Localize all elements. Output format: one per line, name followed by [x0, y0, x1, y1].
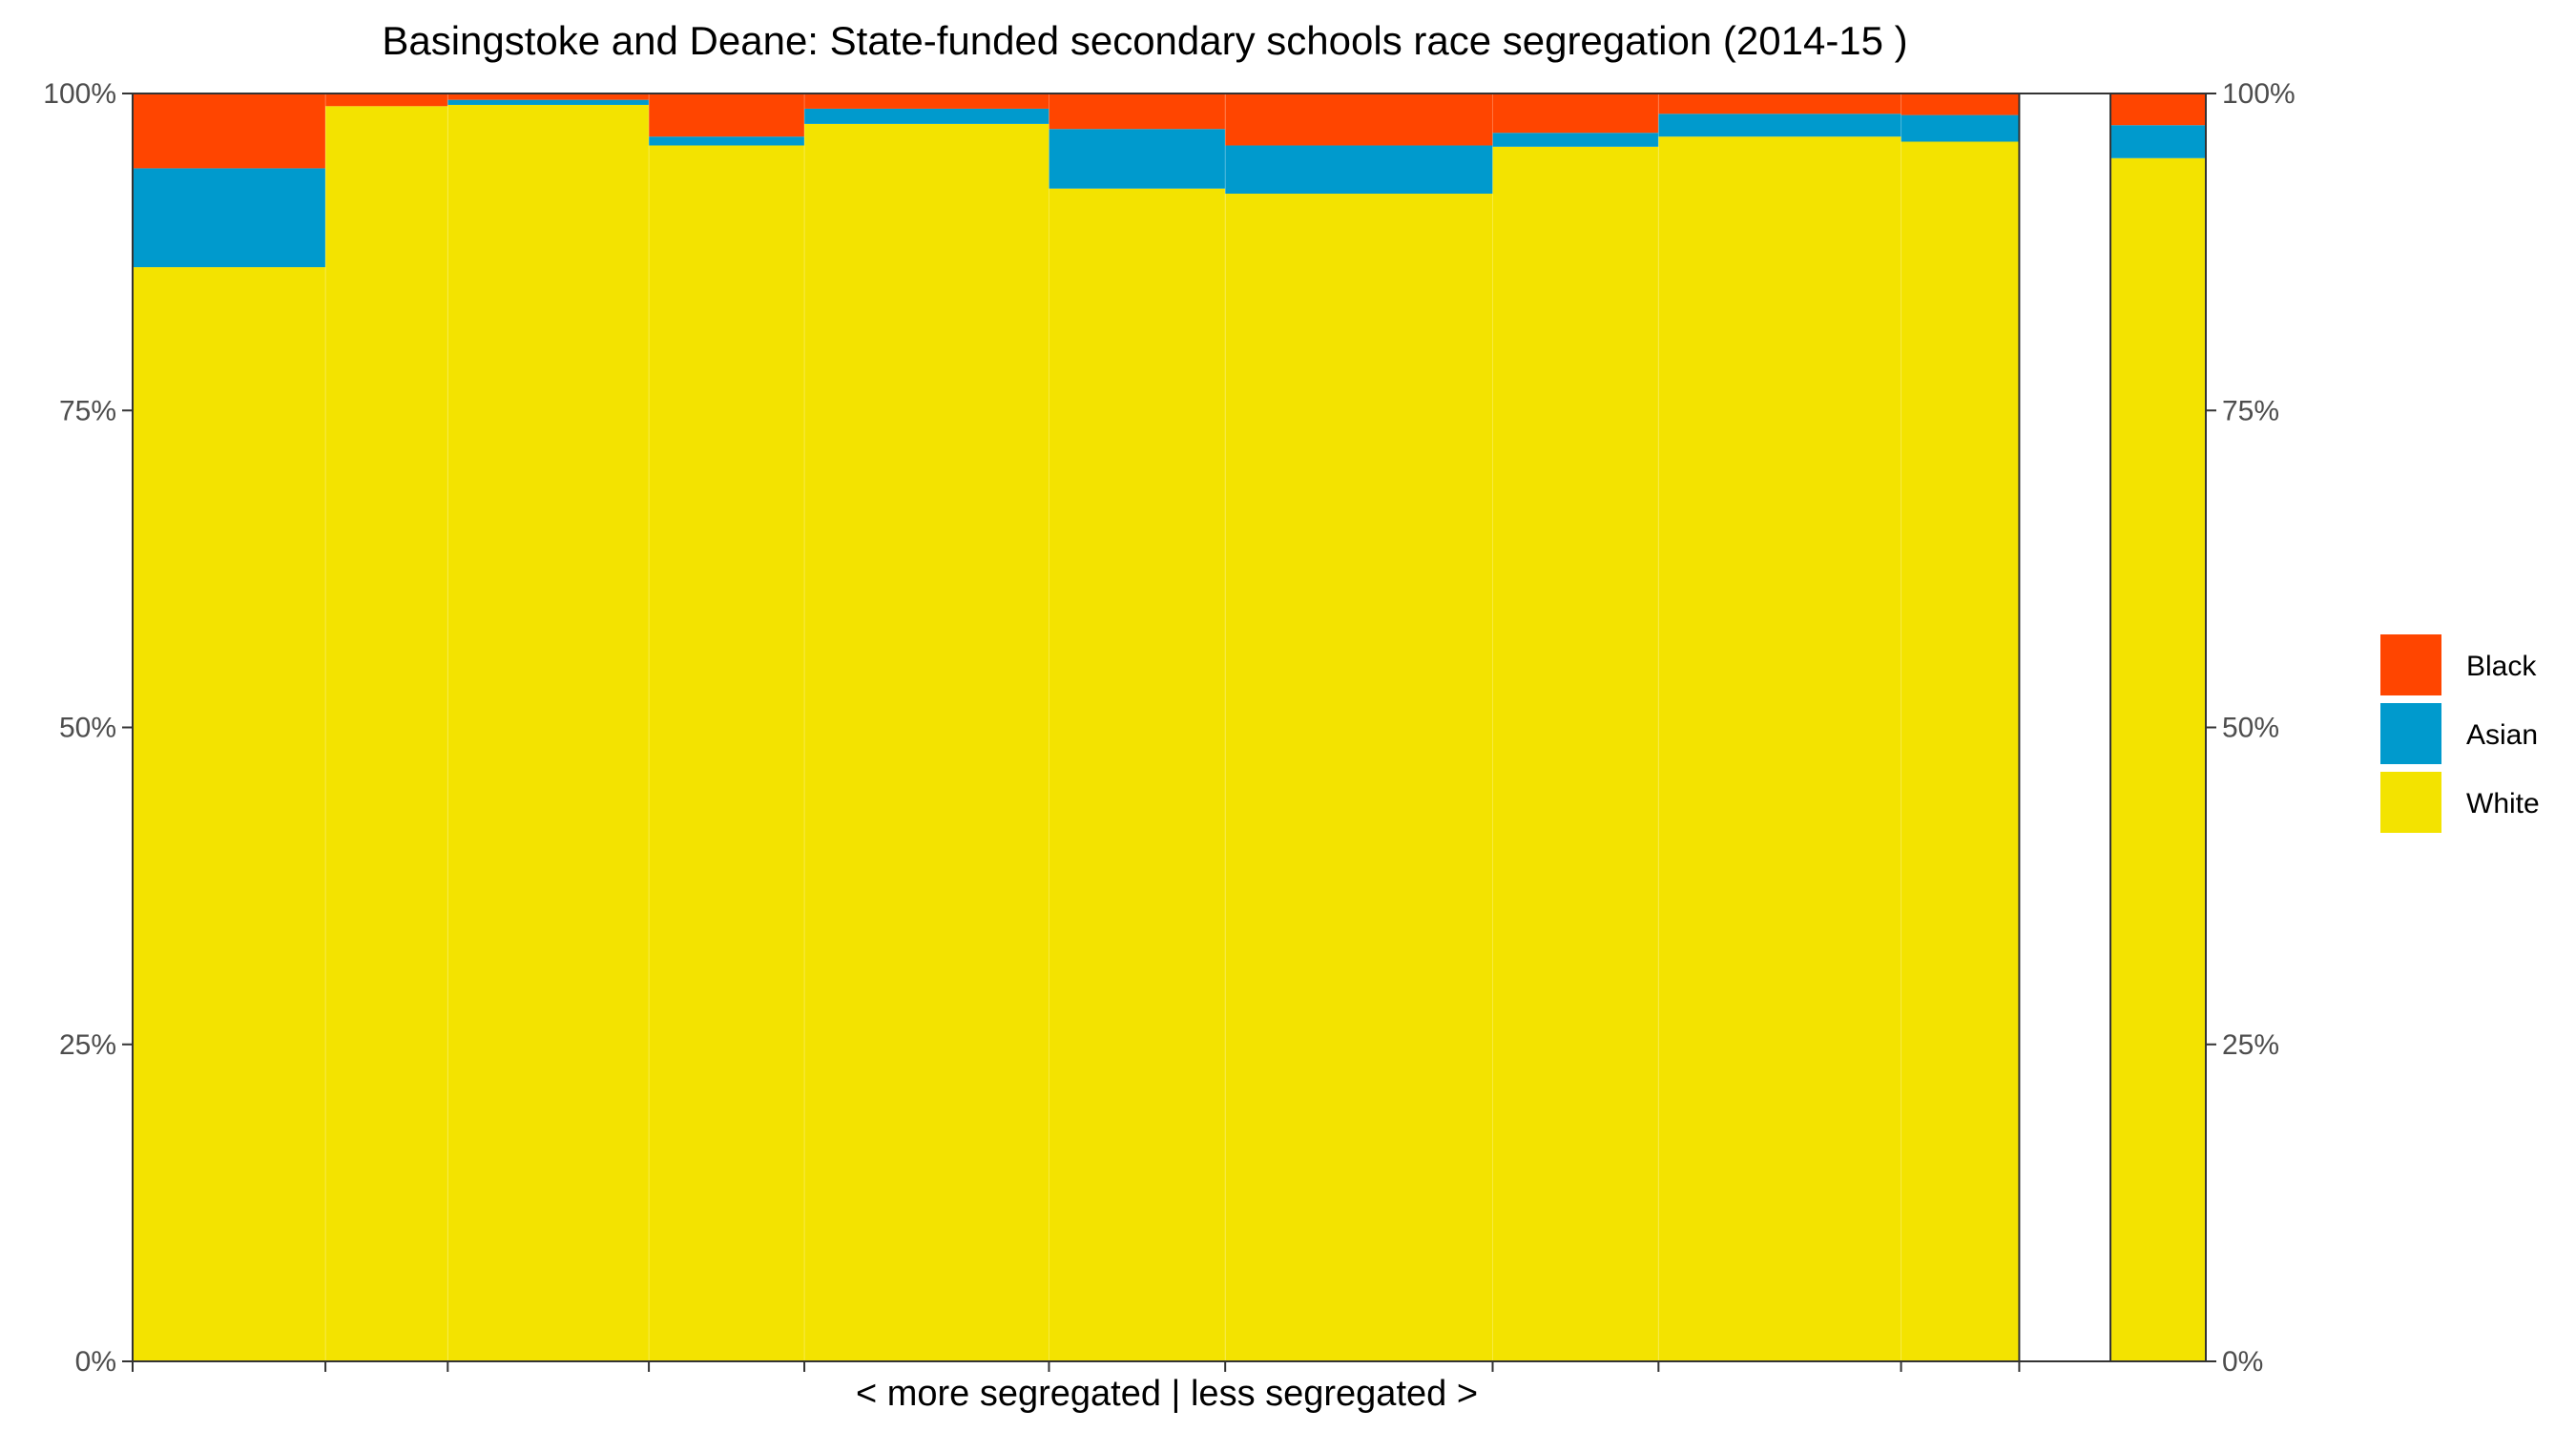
bar-asian-6 [1049, 129, 1226, 189]
y-tick-label-left: 50% [59, 713, 116, 744]
legend-label-asian: Asian [2466, 719, 2538, 751]
bar-white-2 [325, 106, 448, 1361]
plot-area [132, 93, 2207, 1362]
bar-asian-10 [1901, 114, 2020, 142]
bar-black-4 [649, 93, 805, 137]
bar-asian-12 [2110, 125, 2206, 158]
bar-black-12 [2110, 93, 2206, 126]
bar-black-6 [1049, 93, 1226, 130]
bar-black-2 [325, 93, 448, 107]
bar-white-7 [1225, 193, 1493, 1362]
bar-asian-8 [1492, 133, 1659, 147]
bar-black-1 [133, 93, 326, 169]
y-tick-label-right: 0% [2222, 1346, 2263, 1378]
bar-black-7 [1225, 93, 1493, 146]
bar-white-1 [133, 267, 326, 1361]
bar-white-12 [2110, 157, 2206, 1361]
bar-white-3 [447, 104, 650, 1362]
bar-white-10 [1901, 141, 2020, 1362]
y-tick-label-left: 75% [59, 395, 116, 426]
y-tick-label-right: 100% [2222, 78, 2296, 110]
bar-asian-7 [1225, 145, 1493, 194]
bar-white-8 [1492, 146, 1659, 1361]
y-axis-left: 0% 25% 50% 75% 100% [43, 78, 133, 1378]
bar-black-5 [804, 93, 1049, 109]
legend-label-black: Black [2466, 651, 2537, 682]
x-axis-title: < more segregated | less segregated > [856, 1374, 1478, 1414]
y-tick-label-right: 75% [2222, 395, 2279, 426]
bar-white-6 [1049, 188, 1226, 1361]
bar-asian-9 [1658, 114, 1901, 137]
y-tick-label-left: 100% [43, 78, 116, 110]
bar-black-10 [1901, 93, 2020, 115]
y-tick-label-right: 50% [2222, 713, 2279, 744]
bar-black-8 [1492, 93, 1659, 134]
legend-swatch-black [2380, 634, 2441, 695]
bar-black-3 [447, 93, 650, 100]
bar-white-4 [649, 145, 805, 1361]
chart-title: Basingstoke and Deane: State-funded seco… [382, 18, 1907, 63]
bar-asian-1 [133, 168, 326, 268]
legend: Black Asian White [2380, 634, 2540, 833]
legend-label-white: White [2466, 788, 2540, 819]
bar-black-9 [1658, 93, 1901, 114]
bar-white-5 [804, 123, 1049, 1361]
bar-asian-4 [649, 136, 805, 146]
x-axis [132, 1361, 2021, 1372]
bar-asian-5 [804, 108, 1049, 124]
bar-asian-3 [447, 99, 650, 105]
y-axis-right: 0% 25% 50% 75% 100% [2206, 78, 2296, 1378]
legend-swatch-white [2380, 772, 2441, 833]
bar-white-9 [1658, 136, 1901, 1361]
y-tick-label-left: 0% [75, 1346, 116, 1378]
y-tick-label-right: 25% [2222, 1029, 2279, 1061]
y-tick-label-left: 25% [59, 1029, 116, 1061]
legend-swatch-asian [2380, 703, 2441, 764]
